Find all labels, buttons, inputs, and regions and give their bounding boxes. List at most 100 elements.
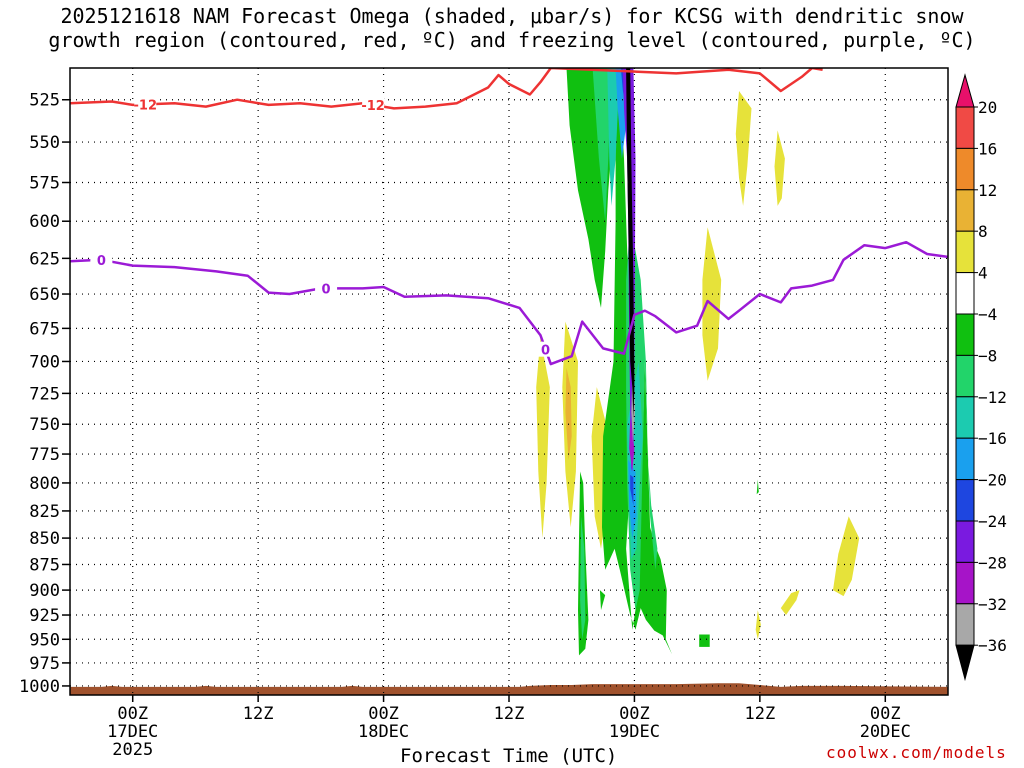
colorbar-bin xyxy=(955,520,975,563)
x-tick-label: 12Z xyxy=(494,704,525,724)
y-tick-label: 850 xyxy=(29,529,60,549)
colorbar-bin xyxy=(955,603,975,646)
colorbar-label: −36 xyxy=(978,636,1007,655)
chart-title-line-2: growth region (contoured, red, ºC) and f… xyxy=(48,28,976,52)
colorbar-bin xyxy=(955,396,975,439)
chart-title-line-1: 2025121618 NAM Forecast Omega (shaded, μ… xyxy=(60,4,964,28)
x-tick-date: 18DEC xyxy=(358,722,409,742)
y-tick-label: 675 xyxy=(29,319,60,339)
omega-region xyxy=(780,590,800,615)
y-tick-label: 925 xyxy=(29,606,60,626)
y-tick-label: 650 xyxy=(29,285,60,305)
plot-frame xyxy=(69,67,949,696)
x-tick-date: 17DEC xyxy=(107,722,158,742)
colorbar-bin xyxy=(955,479,975,522)
colorbar-top-arrow xyxy=(955,73,975,108)
y-tick-label: 600 xyxy=(29,212,60,232)
omega-region xyxy=(629,418,635,472)
y-tick-label: 825 xyxy=(29,502,60,522)
credit-link[interactable]: coolwx.com/models xyxy=(826,743,1007,762)
omega-region xyxy=(774,130,785,206)
dgz-minus12-contour-label: -12 xyxy=(134,98,158,113)
x-tick-label: 12Z xyxy=(243,704,274,724)
y-tick-label: 725 xyxy=(29,384,60,404)
colorbar-label: −28 xyxy=(978,553,1007,572)
x-tick-date: 20DEC xyxy=(860,722,911,742)
colorbar: 20 16 12 8 4 −4 −8 −12 −16 −20 −24 −28 −32 −36 xyxy=(955,73,1007,682)
omega-region xyxy=(602,68,673,655)
colorbar-label: −12 xyxy=(978,388,1007,407)
omega-region xyxy=(630,474,634,506)
y-tick-label: 550 xyxy=(29,133,60,153)
y-tick-label: 975 xyxy=(29,654,60,674)
chart-title: 2025121618 NAM Forecast Omega (shaded, μ… xyxy=(0,4,1024,52)
omega-region xyxy=(755,610,761,640)
dgz-minus12-contour-label-bg xyxy=(362,96,385,112)
x-tick-label: 00Z xyxy=(619,704,650,724)
omega-shading-layer xyxy=(536,68,860,656)
colorbar-bin xyxy=(955,230,975,274)
colorbar-label: −24 xyxy=(978,512,1007,531)
dgz-minus12-contour-label: -12 xyxy=(361,99,385,114)
x-tick-label: 00Z xyxy=(117,704,148,724)
colorbar-bin xyxy=(955,437,975,481)
freezing-level-contour-line xyxy=(70,240,948,366)
y-tick-label: 775 xyxy=(29,445,60,465)
colorbar-label: 20 xyxy=(978,98,997,117)
omega-region xyxy=(592,68,612,222)
freezing-level-contour-label-bg xyxy=(90,251,113,267)
omega-region xyxy=(699,634,710,647)
y-tick-label: 575 xyxy=(29,174,60,194)
x-tick-label: 12Z xyxy=(744,704,775,724)
dgz-minus12-contour-line xyxy=(70,68,823,110)
colorbar-label: 12 xyxy=(978,181,997,200)
x-tick-year: 2025 xyxy=(112,740,153,760)
x-tick-label: 00Z xyxy=(368,704,399,724)
colorbar-label: −4 xyxy=(978,305,997,324)
freezing-level-contour-label-bg xyxy=(534,341,557,357)
colorbar-label: 4 xyxy=(978,264,988,283)
colorbar-bin xyxy=(955,189,975,232)
y-tick-label: 750 xyxy=(29,415,60,435)
freezing-level-contour-label: 0 xyxy=(97,254,106,269)
y-tick-label: 625 xyxy=(29,249,60,269)
dgz-minus12-contour-label-bg xyxy=(134,96,157,112)
freezing-level-contour-label: 0 xyxy=(322,282,331,297)
colorbar-label: 8 xyxy=(978,222,988,241)
omega-region xyxy=(756,479,759,495)
colorbar-bin xyxy=(955,106,975,149)
omega-region xyxy=(607,68,620,206)
y-tick-label: 525 xyxy=(29,91,60,111)
colorbar-bin xyxy=(955,354,975,398)
omega-region xyxy=(735,91,752,206)
colorbar-label: −16 xyxy=(978,429,1007,448)
omega-region xyxy=(599,590,606,611)
axes: 525 550 575 600 625 650 675 700 725 750 775 800 825 8… xyxy=(19,67,949,760)
omega-region xyxy=(833,516,860,597)
omega-region xyxy=(580,516,586,640)
y-tick-label: 875 xyxy=(29,555,60,575)
freezing-level-contour-label: 0 xyxy=(541,344,550,359)
colorbar-label: −8 xyxy=(978,346,997,365)
contour-layer: -12 -12 0 0 0 xyxy=(70,68,948,366)
colorbar-label: −20 xyxy=(978,471,1007,490)
y-tick-label: 800 xyxy=(29,474,60,494)
gridlines xyxy=(70,68,948,695)
colorbar-label: 16 xyxy=(978,139,997,158)
x-tick-label: 00Z xyxy=(870,704,901,724)
y-tick-label: 950 xyxy=(29,630,60,650)
y-tick-label: 1000 xyxy=(19,677,60,697)
contour-group: -12 -12 0 0 0 xyxy=(70,68,948,366)
terrain-layer xyxy=(70,683,948,695)
omega-region xyxy=(536,337,550,539)
omega-region xyxy=(626,68,635,419)
omega-region xyxy=(565,367,572,460)
colorbar-bin xyxy=(955,313,975,356)
y-tick-label: 700 xyxy=(29,352,60,372)
colorbar-bin xyxy=(955,272,975,315)
colorbar-bottom-arrow xyxy=(955,644,975,682)
colorbar-bin xyxy=(955,147,975,191)
x-axis-label: Forecast Time (UTC) xyxy=(400,745,618,767)
colorbar-bin xyxy=(955,561,975,605)
